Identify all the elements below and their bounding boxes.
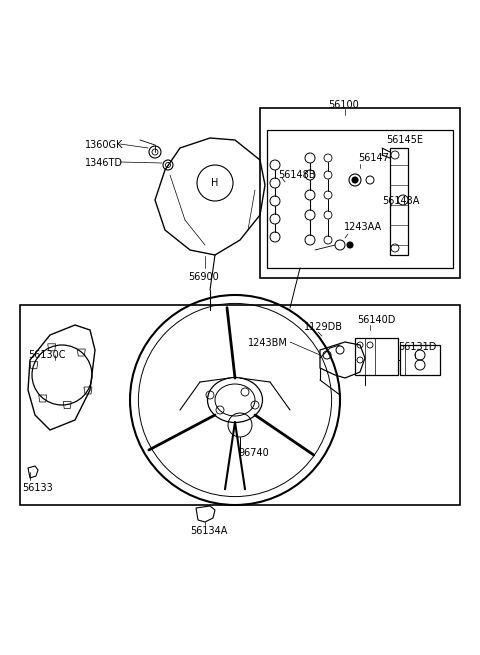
Text: H: H <box>211 178 219 188</box>
Text: 56134A: 56134A <box>190 526 228 536</box>
Text: 56148B: 56148B <box>278 170 315 180</box>
Bar <box>355 338 398 375</box>
Circle shape <box>352 177 358 183</box>
Text: 56900: 56900 <box>188 272 219 282</box>
Text: 56145E: 56145E <box>386 135 423 145</box>
Text: 1243AA: 1243AA <box>344 222 382 232</box>
Text: 96740: 96740 <box>238 448 269 458</box>
Text: 1243BM: 1243BM <box>248 338 288 348</box>
Text: 56100: 56100 <box>328 100 359 110</box>
Text: 1129DB: 1129DB <box>304 322 343 332</box>
Text: 56133: 56133 <box>22 483 53 493</box>
Bar <box>267 130 453 268</box>
Text: 56147: 56147 <box>358 153 389 163</box>
Text: 56143A: 56143A <box>382 196 420 206</box>
Text: 1346TD: 1346TD <box>85 158 123 168</box>
Bar <box>260 108 460 278</box>
Text: 56140D: 56140D <box>357 315 396 325</box>
Text: 56131D: 56131D <box>398 342 436 352</box>
Text: 1360GK: 1360GK <box>85 140 123 150</box>
Bar <box>20 305 460 505</box>
Bar <box>400 345 440 375</box>
Text: 56130C: 56130C <box>28 350 65 360</box>
Circle shape <box>347 242 353 248</box>
